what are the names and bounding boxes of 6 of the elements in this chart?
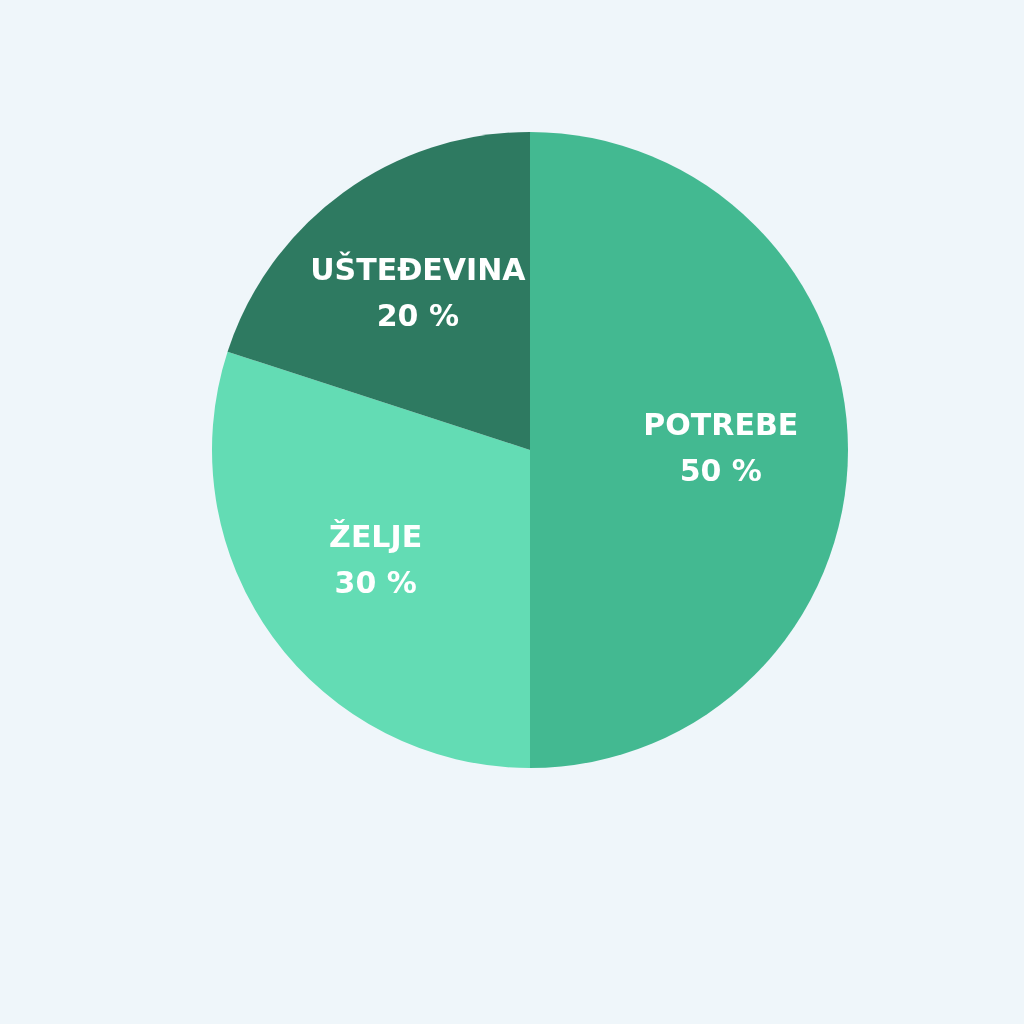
data-label: 50 % <box>679 452 762 488</box>
slice-label: ŽELJE <box>329 518 423 554</box>
slice-label: UŠTEĐEVINA <box>310 251 527 288</box>
data-label: 30 % <box>334 564 417 600</box>
data-label: 20 % <box>376 298 459 334</box>
slice-label: POTREBE <box>643 406 799 442</box>
